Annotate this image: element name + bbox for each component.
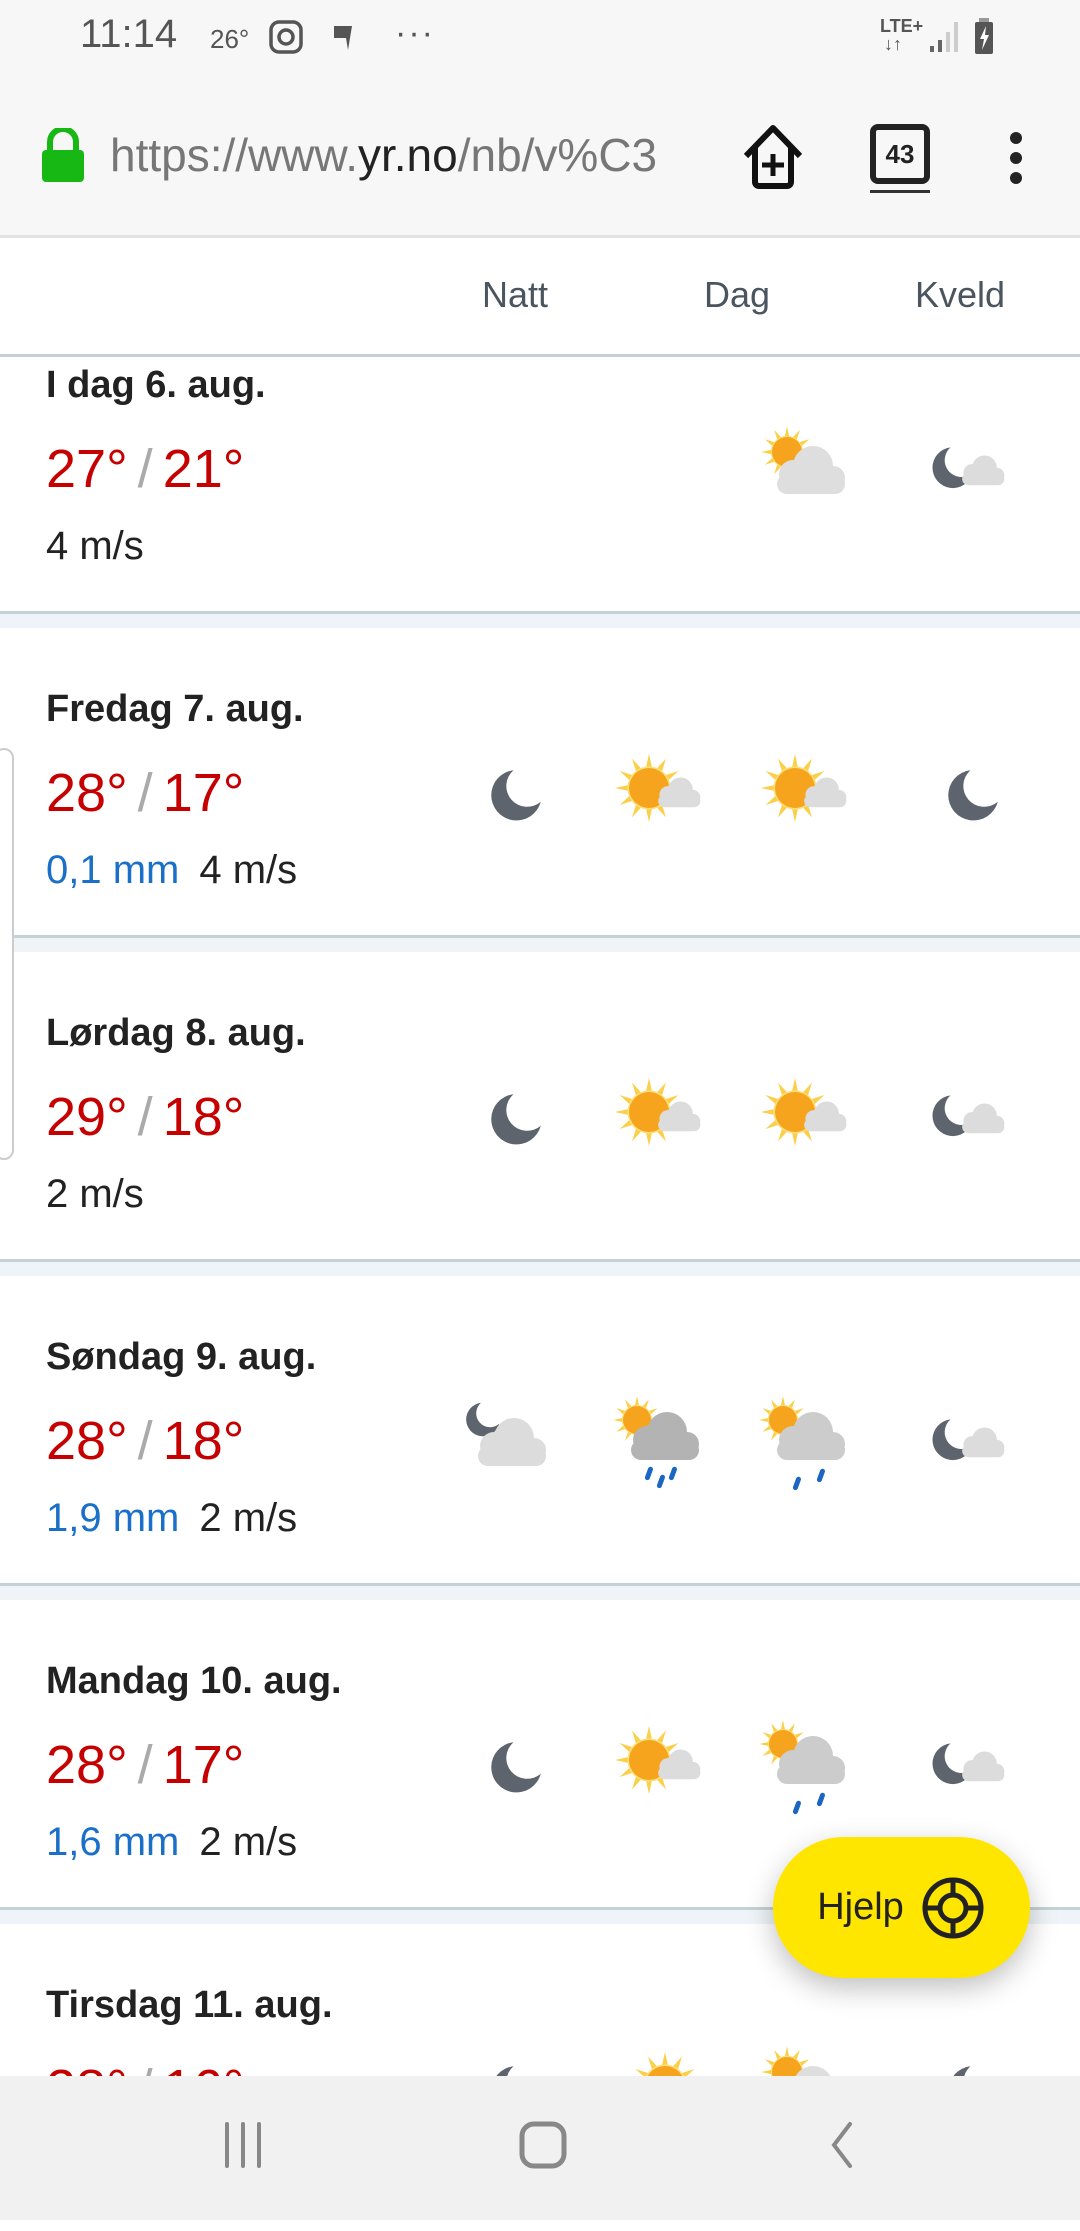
more-icon: ··· [395,14,435,52]
help-button[interactable]: Hjelp [773,1837,1030,1978]
recent-apps-icon[interactable] [218,2120,268,2170]
url-field[interactable]: https://www.yr.no/nb/v%C3 [110,128,700,188]
browser-toolbar: https://www.yr.no/nb/v%C3 43 [0,72,1080,238]
temp-separator: / [137,1087,153,1147]
row-divider [0,611,1080,628]
day-row[interactable]: I dag 6. aug. 27°/21° 4 m/s [0,357,1080,611]
wind: 4 m/s [199,848,298,892]
day-row[interactable]: Søndag 9. aug. 28°/18° 1,9 mm 2 m/s [0,1276,1080,1583]
day-meta: 1,9 mm 2 m/s [46,1496,297,1541]
partly-cloudy-night-icon [932,1743,1005,1785]
status-time: 11:14 [80,12,178,56]
fair-day-icon [761,754,847,822]
row-divider [0,935,1080,952]
flag-icon [334,26,352,50]
day-date: Tirsdag 11. aug. [46,1984,333,2026]
status-bar: 11:14 26° ··· LTE+ ↓↑ [0,0,1080,72]
day-meta: 2 m/s [46,1172,144,1217]
day-row[interactable]: Fredag 7. aug. 28°/17° 0,1 mm 4 m/s [0,628,1080,935]
partly-cloudy-day-icon [761,426,845,494]
lock-icon [42,128,84,182]
min-temp: 17° [162,763,245,823]
back-icon[interactable] [820,2120,860,2170]
max-temp: 28° [46,1411,128,1471]
side-drawer-handle[interactable] [0,748,14,1160]
cloudy-night-icon [466,1402,546,1466]
clear-night-icon [491,770,541,821]
min-temp: 18° [162,1411,245,1471]
fair-day-icon [615,1726,701,1794]
day-date: Mandag 10. aug. [46,1660,342,1702]
row-divider [0,1259,1080,1276]
min-temp: 18° [162,1087,245,1147]
wind: 4 m/s [46,524,144,568]
row-divider [0,1583,1080,1600]
url-path: /nb/v%C3 [457,129,658,181]
battery-charging-icon [975,18,993,54]
partly-cloudy-night-icon [932,1095,1005,1137]
system-nav-bar [0,2076,1080,2220]
clear-night-icon [491,1094,541,1145]
help-label: Hjelp [817,1886,904,1928]
status-temperature: 26° [210,24,250,54]
wind: 2 m/s [46,1172,144,1216]
clear-night-icon [948,770,998,821]
precipitation: 1,9 mm [46,1496,180,1540]
url-host: https://www. [110,129,358,181]
column-header: Natt Dag Kveld [0,238,1080,357]
temp-separator: / [137,1735,153,1795]
network-type: LTE+ [880,16,924,36]
max-temp: 29° [46,1087,128,1147]
precipitation: 0,1 mm [46,848,180,892]
day-temperatures: 29°/18° [46,1086,244,1148]
day-meta: 1,6 mm 2 m/s [46,1820,297,1865]
precipitation: 1,6 mm [46,1820,180,1864]
column-kveld: Kveld [914,274,1006,315]
partly-cloudy-night-icon [932,1419,1005,1461]
max-temp: 28° [46,1735,128,1795]
clear-night-icon [491,1742,541,1793]
day-date: Søndag 9. aug. [46,1336,317,1378]
data-arrows-icon: ↓↑ [884,34,902,54]
lifebuoy-icon [922,1877,984,1938]
day-meta: 4 m/s [46,524,144,569]
light-rain-showers-day-icon [759,1720,845,1815]
day-temperatures: 28°/17° [46,1734,244,1796]
min-temp: 17° [162,1735,245,1795]
light-rain-showers-day-icon [759,1396,845,1491]
url-domain: yr.no [357,129,458,181]
day-date: Fredag 7. aug. [46,688,304,730]
max-temp: 28° [46,763,128,823]
tab-underline [870,190,930,193]
column-natt: Natt [481,274,549,315]
partly-cloudy-night-icon [932,447,1005,489]
tab-switcher-button[interactable]: 43 [870,124,930,184]
rain-showers-day-icon [613,1396,699,1489]
min-temp: 21° [162,439,245,499]
day-date: I dag 6. aug. [46,364,266,406]
home-icon[interactable] [518,2120,568,2170]
temp-separator: / [137,1411,153,1471]
instagram-icon [269,20,303,54]
day-temperatures: 27°/21° [46,438,244,500]
fair-day-icon [615,754,701,822]
column-dag: Dag [703,274,771,315]
fair-day-icon [761,1078,847,1146]
add-to-home-icon[interactable] [738,122,808,192]
day-row[interactable]: Lørdag 8. aug. 29°/18° 2 m/s [0,952,1080,1259]
wind: 2 m/s [199,1496,298,1540]
day-date: Lørdag 8. aug. [46,1012,306,1054]
menu-icon[interactable] [1004,130,1028,190]
temp-separator: / [137,763,153,823]
day-temperatures: 28°/18° [46,1410,244,1472]
max-temp: 27° [46,439,128,499]
day-temperatures: 28°/17° [46,762,244,824]
fair-day-icon [615,1078,701,1146]
day-meta: 0,1 mm 4 m/s [46,848,297,893]
wind: 2 m/s [199,1820,298,1864]
signal-icon [930,22,958,52]
temp-separator: / [137,439,153,499]
